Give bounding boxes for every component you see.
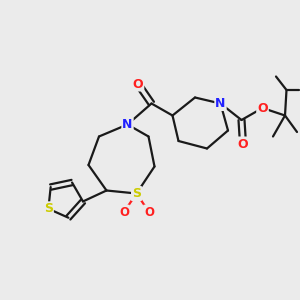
- Text: O: O: [144, 206, 154, 219]
- Text: O: O: [238, 137, 248, 151]
- Text: O: O: [119, 206, 129, 219]
- Text: S: S: [44, 202, 53, 215]
- Text: O: O: [257, 101, 268, 115]
- Text: N: N: [122, 118, 133, 131]
- Text: N: N: [215, 97, 226, 110]
- Text: O: O: [133, 77, 143, 91]
- Text: S: S: [132, 187, 141, 200]
